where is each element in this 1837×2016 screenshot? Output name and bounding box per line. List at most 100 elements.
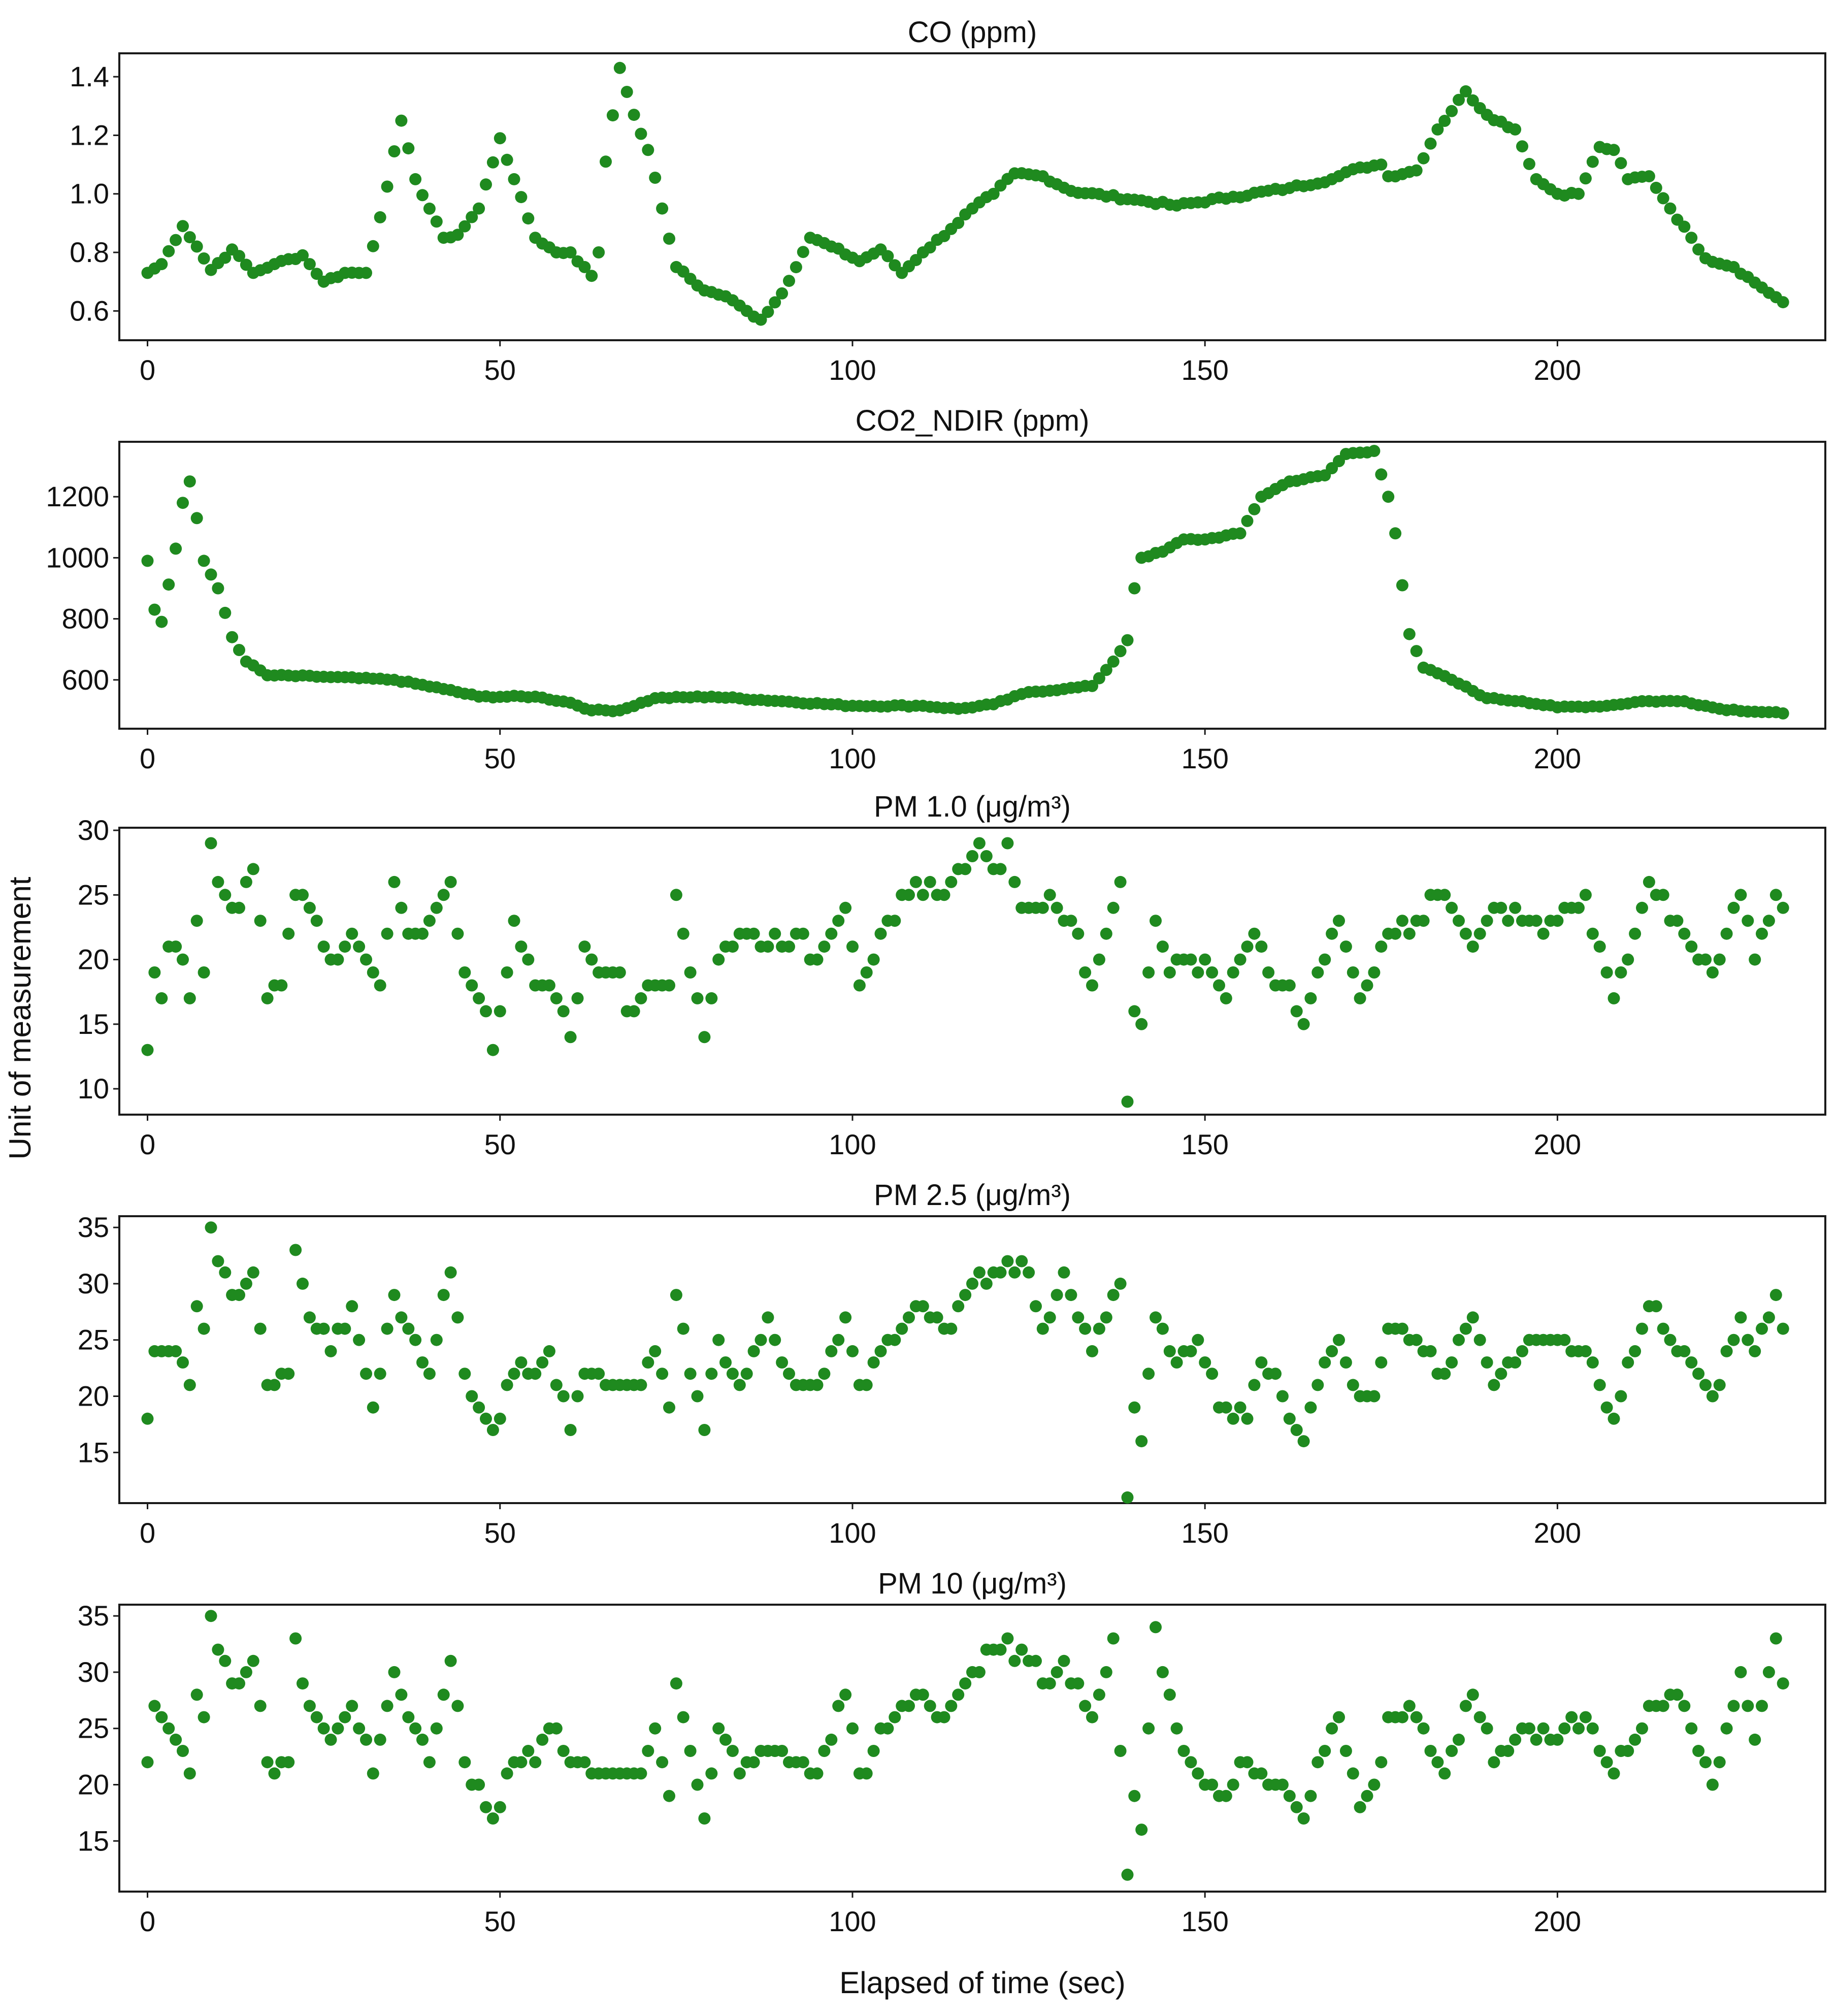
data-point xyxy=(162,245,175,257)
data-point xyxy=(1579,1711,1592,1724)
data-point xyxy=(1481,1722,1493,1735)
data-point xyxy=(1608,1412,1620,1425)
data-point xyxy=(1572,187,1585,200)
data-point xyxy=(1403,1700,1416,1712)
y-tick-label: 30 xyxy=(78,814,109,846)
data-point xyxy=(148,1700,161,1712)
data-point xyxy=(1030,1654,1042,1667)
data-point xyxy=(240,258,252,271)
data-point xyxy=(1396,1322,1408,1335)
data-point xyxy=(183,475,196,488)
data-point xyxy=(1453,1733,1465,1746)
data-point xyxy=(324,1733,337,1746)
data-point xyxy=(1516,1345,1528,1357)
data-point xyxy=(1375,468,1388,481)
data-point xyxy=(374,1368,386,1380)
data-point xyxy=(1615,1390,1627,1403)
x-tick-label: 200 xyxy=(1534,1128,1581,1160)
data-point xyxy=(367,966,379,979)
data-point xyxy=(1473,1711,1486,1724)
data-point xyxy=(1354,1801,1366,1813)
panel-3: PM 1.0 (μg/m³) 10 15 20 25 30 0 50 100 150 200 xyxy=(78,790,1826,1160)
data-point xyxy=(1072,927,1085,940)
data-point xyxy=(1347,966,1359,979)
data-point xyxy=(183,1379,196,1391)
data-point xyxy=(1473,1334,1486,1346)
data-point xyxy=(494,1801,506,1813)
panel-2: CO2_NDIR (ppm) 600 800 1000 1200 0 50 100 150 200 xyxy=(46,404,1826,774)
x-tick-label: 50 xyxy=(484,742,516,774)
data-point xyxy=(959,1677,972,1690)
data-point xyxy=(874,927,887,940)
data-point xyxy=(1255,1767,1268,1780)
data-point xyxy=(1142,1722,1155,1735)
data-point xyxy=(190,240,203,253)
data-point xyxy=(1043,1311,1056,1324)
x-tick-label: 50 xyxy=(484,1517,516,1549)
data-point xyxy=(1459,927,1472,940)
data-point xyxy=(1114,645,1127,658)
data-point xyxy=(148,603,161,616)
data-point xyxy=(310,915,323,927)
data-point xyxy=(663,1790,675,1802)
data-point xyxy=(1466,94,1479,107)
data-point xyxy=(1339,1356,1352,1369)
data-point xyxy=(155,992,168,1004)
data-point xyxy=(1234,1401,1246,1414)
data-point xyxy=(141,1412,154,1425)
data-point xyxy=(486,156,499,169)
data-point xyxy=(790,261,802,274)
data-point xyxy=(1241,514,1254,527)
data-point xyxy=(811,1767,824,1780)
data-point xyxy=(268,1379,281,1391)
data-point xyxy=(585,270,598,282)
plot-frame xyxy=(118,441,1826,730)
x-tick-label: 0 xyxy=(140,354,155,386)
data-point xyxy=(1537,927,1550,940)
data-point xyxy=(649,1722,662,1735)
data-point xyxy=(183,231,196,244)
data-point xyxy=(691,1778,704,1791)
data-point xyxy=(1290,1801,1303,1813)
data-point xyxy=(374,979,386,992)
data-point xyxy=(1453,915,1465,927)
data-point xyxy=(1762,1311,1775,1324)
data-point xyxy=(1664,202,1677,215)
data-point xyxy=(1537,1722,1550,1735)
data-point xyxy=(1368,1778,1381,1791)
data-point xyxy=(593,246,605,258)
data-point xyxy=(1410,1711,1423,1724)
data-point xyxy=(346,1300,358,1313)
data-point xyxy=(536,1356,549,1369)
data-point xyxy=(726,940,739,953)
data-point xyxy=(1326,1345,1338,1357)
data-point xyxy=(1600,1401,1613,1414)
data-point xyxy=(613,966,626,979)
data-point xyxy=(543,979,555,992)
data-point xyxy=(663,233,675,245)
data-point xyxy=(973,1666,986,1678)
data-point xyxy=(1107,1289,1120,1302)
data-point xyxy=(466,979,478,992)
data-point xyxy=(430,1722,443,1735)
data-point xyxy=(656,1756,669,1769)
data-point xyxy=(1742,1334,1754,1346)
data-point xyxy=(1706,966,1719,979)
data-point xyxy=(1727,1334,1740,1346)
data-point xyxy=(1622,1745,1634,1757)
data-point xyxy=(1530,1733,1543,1746)
data-point xyxy=(952,217,965,229)
data-point xyxy=(466,211,478,223)
data-point xyxy=(1156,1666,1169,1678)
data-point xyxy=(1403,628,1416,640)
plot-frame xyxy=(118,52,1826,341)
data-point xyxy=(1692,1745,1705,1757)
y-tick-label: 0.8 xyxy=(70,236,109,268)
data-point xyxy=(1671,915,1684,927)
data-point xyxy=(402,1322,415,1335)
data-point xyxy=(486,1424,499,1436)
data-point xyxy=(374,211,386,223)
data-point xyxy=(1135,1018,1148,1030)
data-point xyxy=(1234,527,1246,540)
data-point xyxy=(332,1722,344,1735)
